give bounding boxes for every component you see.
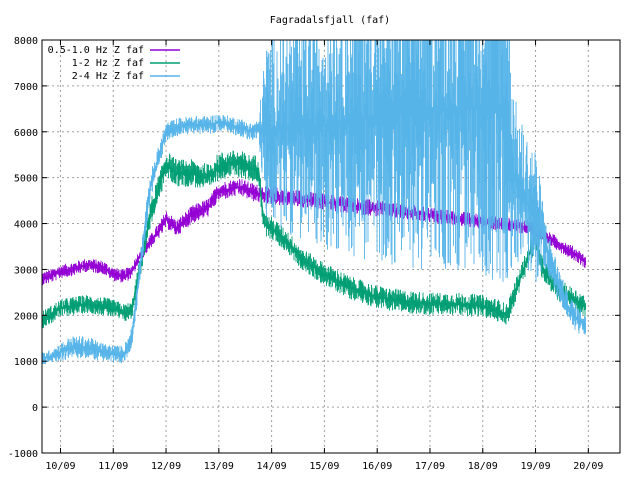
y-tick-label: 1000 <box>14 357 38 368</box>
x-tick-label: 19/09 <box>520 461 550 472</box>
y-tick-label: 7000 <box>14 82 38 93</box>
x-tick-label: 17/09 <box>415 461 445 472</box>
series-2-line <box>42 162 587 321</box>
legend: 0.5-1.0 Hz Z faf 1-2 Hz Z faf 2-4 Hz Z faf <box>48 45 180 82</box>
x-tick-label: 12/09 <box>151 461 181 472</box>
y-tick-label: 3000 <box>14 265 38 276</box>
y-tick-label: 2000 <box>14 311 38 322</box>
series-area <box>42 40 587 365</box>
x-tick-label: 15/09 <box>309 461 339 472</box>
series-2-trace <box>42 150 587 330</box>
x-tick-label: 18/09 <box>468 461 498 472</box>
axes: -1000 0 1000 2000 3000 4000 5000 6000 7000 8000 10… <box>8 36 620 472</box>
series-3-trace <box>42 40 587 365</box>
chart-title: Fagradalsfjall (faf) <box>270 15 390 26</box>
y-tick-label: 4000 <box>14 220 38 231</box>
x-tick-label: 11/09 <box>98 461 128 472</box>
plot-frame <box>41 39 621 454</box>
x-tick-label: 10/09 <box>45 461 75 472</box>
legend-label: 2-4 Hz Z faf <box>72 71 144 82</box>
legend-label: 1-2 Hz Z faf <box>72 58 144 69</box>
x-tick-label: 14/09 <box>257 461 287 472</box>
x-tick-label: 16/09 <box>362 461 392 472</box>
y-tick-label: 0 <box>32 403 38 414</box>
x-tick-label: 13/09 <box>204 461 234 472</box>
y-tick-label: 8000 <box>14 36 38 47</box>
y-tick-label: -1000 <box>8 449 38 460</box>
series-3-line <box>42 105 587 360</box>
legend-label: 0.5-1.0 Hz Z faf <box>48 45 144 56</box>
y-tick-label: 6000 <box>14 128 38 139</box>
y-tick-label: 5000 <box>14 174 38 185</box>
x-tick-label: 20/09 <box>573 461 603 472</box>
